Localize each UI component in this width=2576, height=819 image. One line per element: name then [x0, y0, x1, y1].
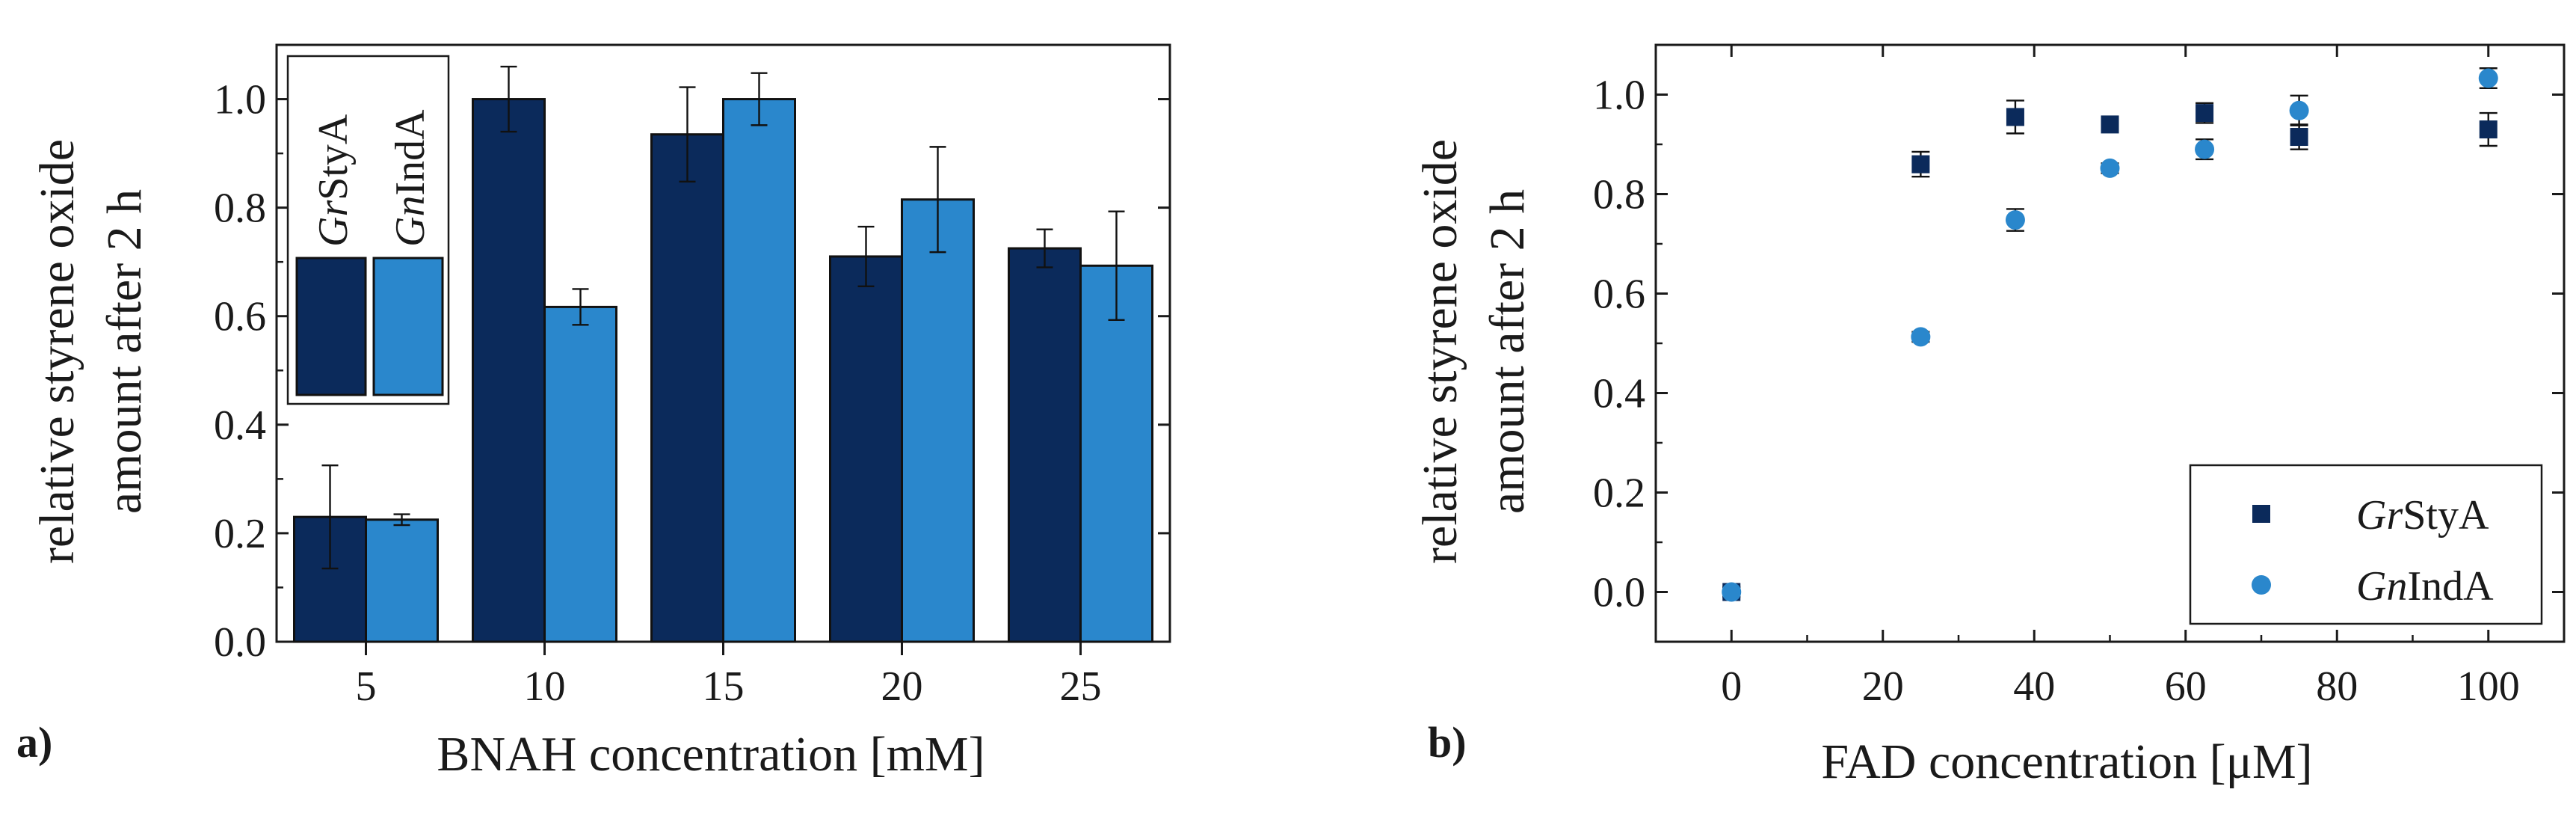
panel-b-legend-label-rest: StyA: [2403, 492, 2489, 539]
panel-a-ytick-label: 0.2: [214, 511, 266, 557]
panel-b-ytick-label: 0.2: [1593, 470, 1645, 517]
panel-a-error-bar: [1108, 210, 1125, 322]
panel-b-ylabel-line2: amount after 2 h: [1480, 189, 1535, 514]
panel-a-bar: [650, 133, 724, 643]
panel-b-ytick-label: 0.0: [1593, 570, 1645, 616]
panel-a-legend-label-italic: Gn: [387, 196, 434, 247]
panel-a-xtick-label: 25: [1060, 663, 1102, 710]
panel-a-bar: [1008, 247, 1082, 643]
panel-a-legend: GrStyA GnIndA: [286, 55, 450, 405]
panel-b-label: b): [1428, 718, 1467, 767]
panel-a-label: a): [16, 718, 52, 767]
panel-b-legend-label-italic: Gr: [2356, 492, 2403, 539]
panel-a-legend-label-italic: Gr: [310, 200, 357, 247]
panel-b-circle-point: [1722, 582, 1742, 602]
panel-a-ytick-label: 1.0: [214, 77, 266, 123]
panel-a-xtick-label: 5: [356, 663, 377, 710]
panel-b-square-point: [2101, 115, 2119, 134]
panel-b-circle-point: [2005, 210, 2025, 230]
panel-a-ytick-label: 0.6: [214, 294, 266, 340]
panel-b-ytick-label: 0.4: [1593, 371, 1645, 417]
panel-b-legend: GrStyA GnIndA: [2189, 464, 2543, 625]
panel-b-axes: 0.0 0.2 0.4 0.6 0.8 1.0 0 20 40 60 80 100: [1593, 43, 2566, 710]
panel-b-xtick-label: 20: [1862, 663, 1904, 710]
panel-a-ylabel-line2: amount after 2 h: [97, 189, 152, 514]
panel-b-ytick-label: 1.0: [1593, 73, 1645, 119]
panel-b-legend-label-rest: IndA: [2407, 563, 2494, 610]
panel-b-ylabel-line1: relative styrene oxide: [1413, 139, 1467, 564]
panel-b-circle-point: [2478, 68, 2498, 88]
panel-b-circle-point: [2289, 100, 2309, 120]
panel-a-xtick-label: 15: [703, 663, 745, 710]
panel-b-legend-label-italic: Gn: [2356, 563, 2407, 610]
panel-a-error-bar: [572, 288, 589, 326]
panel-b-square-point: [2479, 120, 2498, 139]
panel-b-legend-label: GnIndA: [2356, 563, 2494, 610]
panel-a-axes: 0.0 0.2 0.4 0.6 0.8 1.0 5 10 15 20 25: [214, 43, 1171, 710]
panel-a-bar: [472, 98, 546, 643]
panel-b-xtick-label: 60: [2165, 663, 2207, 710]
panel-a-ytick-label: 0.8: [214, 185, 266, 232]
panel-b-ytick-label: 0.6: [1593, 272, 1645, 318]
panel-a-legend-label-rest: StyA: [310, 114, 357, 200]
panel-a-xtick-label: 10: [524, 663, 566, 710]
panel-a-error-bar: [393, 513, 410, 527]
panel-a-legend-swatch: [295, 257, 367, 396]
panel-a-error-bar: [929, 146, 946, 254]
panel-b-xtick-label: 0: [1721, 663, 1742, 710]
panel-a-error-bar: [857, 225, 875, 288]
panel-b-xtick-label: 80: [2316, 663, 2358, 710]
panel-a-ytick-label: 0.4: [214, 402, 266, 449]
panel-a-x-axis-title: BNAH concentration [mM]: [437, 727, 985, 782]
panel-b-y-axis-title: relative styrene oxide amount after 2 h: [1413, 139, 1535, 564]
panel-b-xtick-label: 100: [2457, 663, 2520, 710]
panel-b-legend-circle-marker: [2252, 575, 2271, 595]
panel-a-bar: [543, 305, 617, 643]
panel-a-ylabel-line1: relative styrene oxide: [30, 139, 84, 564]
panel-a-bar-chart: a) relative styrene oxide amount after 2…: [16, 43, 1171, 782]
panel-b-x-axis-title: FAD concentration [μM]: [1821, 734, 2312, 789]
panel-b-ytick-label: 0.8: [1593, 172, 1645, 218]
panel-a-error-bar: [751, 72, 768, 126]
panel-b-xtick-label: 40: [2013, 663, 2055, 710]
panel-a-xtick-label: 20: [881, 663, 923, 710]
panel-b-scatter-chart: b) relative styrene oxide amount after 2…: [1413, 43, 2566, 789]
panel-a-bar: [901, 198, 975, 643]
panel-a-error-bar: [500, 65, 517, 133]
panel-a-bars: [293, 65, 1153, 643]
panel-a-bar: [722, 98, 796, 643]
panel-a-error-bar: [1036, 228, 1053, 269]
panel-a-legend-swatch: [372, 257, 444, 396]
panel-a-y-axis-title: relative styrene oxide amount after 2 h: [30, 139, 152, 564]
panel-b-legend-label: GrStyA: [2356, 492, 2489, 539]
panel-b-square-point: [2196, 104, 2214, 123]
panel-a-legend-label: GnIndA: [387, 109, 434, 247]
panel-a-error-bar: [321, 464, 339, 570]
panel-b-legend-square-marker: [2252, 505, 2270, 523]
panel-b-circle-point: [2100, 158, 2120, 178]
panel-a-legend-label: GrStyA: [310, 114, 357, 247]
panel-a-bar: [829, 255, 903, 643]
panel-a-legend-label-rest: IndA: [387, 109, 434, 196]
panel-a-bar: [365, 518, 439, 643]
panel-b-circle-point: [2195, 139, 2215, 159]
panel-b-points: [1722, 67, 2498, 602]
panel-b-square-point: [2006, 108, 2024, 126]
panel-b-square-point: [1911, 155, 1930, 174]
panel-a-bar: [1079, 264, 1153, 643]
panel-b-square-point: [2290, 128, 2308, 147]
panel-b-circle-point: [1911, 327, 1931, 347]
panel-b-legend-box: [2189, 464, 2543, 625]
panel-a-error-bar: [679, 86, 696, 183]
panel-a-ytick-label: 0.0: [214, 619, 266, 666]
